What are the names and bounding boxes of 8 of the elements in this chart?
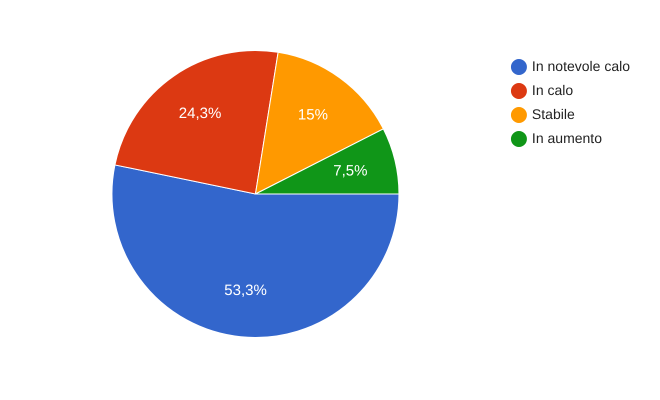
- legend-label: Stabile: [532, 106, 575, 122]
- data-label: 15%: [298, 106, 328, 124]
- data-label: 53,3%: [224, 282, 267, 300]
- legend-label: In aumento: [532, 130, 602, 146]
- legend-label: In notevole calo: [532, 58, 630, 74]
- legend-label: In calo: [532, 82, 574, 98]
- data-label: 24,3%: [178, 104, 222, 122]
- data-label: 7,5%: [333, 162, 368, 180]
